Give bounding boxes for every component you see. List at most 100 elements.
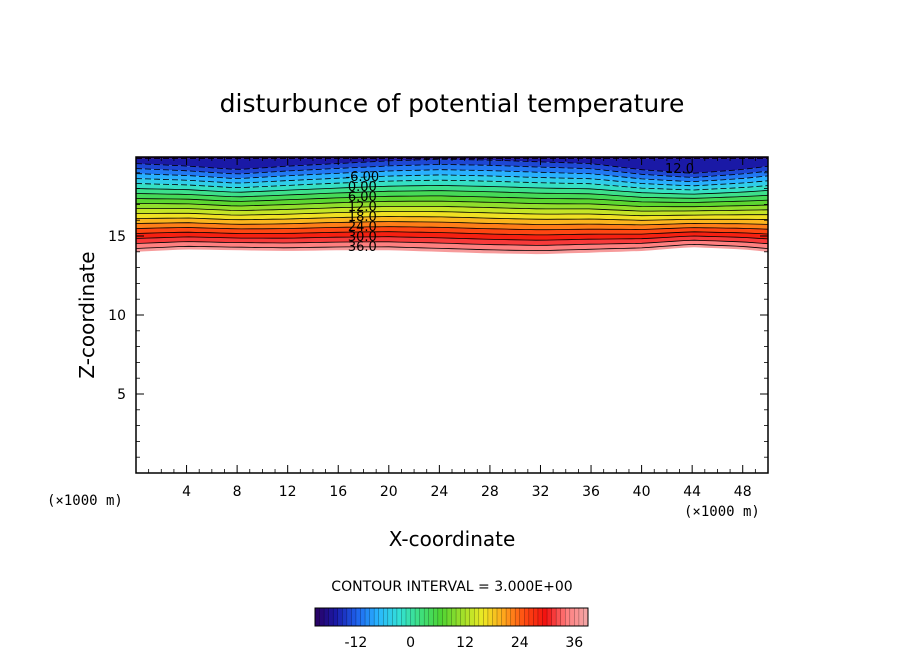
x-tick-label: 4 xyxy=(182,484,191,500)
colorbar-swatch xyxy=(446,608,452,626)
colorbar-tick-label: -12 xyxy=(344,635,367,651)
colorbar-swatch xyxy=(465,608,471,626)
colorbar-swatch xyxy=(392,608,398,626)
colorbar-swatch xyxy=(378,608,384,626)
contour-line xyxy=(135,179,769,191)
contour-line xyxy=(135,221,769,226)
colorbar-swatch xyxy=(487,608,493,626)
colorbar-swatch xyxy=(501,608,507,626)
colorbar-tick-label: 12 xyxy=(456,635,474,651)
colorbar-swatch xyxy=(565,608,571,626)
colorbar-swatch xyxy=(383,608,389,626)
colorbar-swatch xyxy=(528,608,534,626)
colorbar-swatch xyxy=(328,608,334,626)
x-tick-label: 8 xyxy=(233,484,242,500)
contour-line xyxy=(135,243,769,252)
x-axis-unit-right: (×1000 m) xyxy=(684,504,760,520)
colorbar-swatch xyxy=(410,608,416,626)
x-axis-ticks: 4 8 12 16 20 24 28 32 36 40 44 48 xyxy=(148,157,756,500)
colorbar-swatch xyxy=(424,608,430,626)
x-tick-label: 32 xyxy=(532,484,550,500)
colorbar-swatch xyxy=(387,608,393,626)
contour-line xyxy=(136,205,769,212)
colorbar-tick-label: 36 xyxy=(565,635,583,651)
contour-band xyxy=(136,164,768,182)
contour-band xyxy=(136,174,768,190)
colorbar-swatch xyxy=(351,608,357,626)
colorbar-swatch xyxy=(396,608,402,626)
contour-band xyxy=(136,244,768,255)
colorbar xyxy=(314,607,589,627)
colorbar-swatch xyxy=(556,608,562,626)
colorbar-swatch xyxy=(451,608,457,626)
colorbar-swatch xyxy=(497,608,502,626)
contour-line xyxy=(135,239,769,246)
colorbar-swatch xyxy=(537,608,543,626)
colorbar-swatch xyxy=(456,608,461,626)
colorbar-swatch xyxy=(365,608,370,626)
contour-label: -6.00 xyxy=(345,170,379,185)
x-axis-label: X-coordinate xyxy=(389,527,516,551)
colorbar-swatch xyxy=(515,608,521,626)
x-tick-label: 28 xyxy=(481,484,499,500)
colorbar-swatch xyxy=(428,608,434,626)
contour-label: 12.0 xyxy=(348,200,377,215)
contour-line xyxy=(135,235,769,241)
contour-band xyxy=(136,201,768,212)
x-tick-label: 48 xyxy=(734,484,752,500)
colorbar-swatch xyxy=(406,608,411,626)
y-tick-label: 5 xyxy=(117,387,126,403)
contour-band xyxy=(136,180,768,195)
colorbar-swatch xyxy=(469,608,475,626)
contour-band xyxy=(136,206,768,216)
colorbar-frame xyxy=(314,607,589,627)
contour-line xyxy=(135,195,769,203)
contour-label: 12.0 xyxy=(665,162,694,177)
colorbar-swatch xyxy=(419,608,425,626)
contour-line xyxy=(135,163,769,178)
colorbar-swatch xyxy=(342,608,348,626)
colorbar-swatch xyxy=(547,608,552,626)
colorbar-swatch xyxy=(483,608,489,626)
x-tick-label: 12 xyxy=(279,484,297,500)
contour-band xyxy=(136,211,768,221)
colorbar-swatch xyxy=(333,608,339,626)
colorbar-swatch xyxy=(542,608,548,626)
contour-line xyxy=(135,169,769,183)
colorbar-swatch xyxy=(355,608,361,626)
colorbar-swatch xyxy=(551,608,557,626)
colorbar-swatch xyxy=(492,608,498,626)
contour-line xyxy=(135,184,769,195)
contour-band xyxy=(136,240,768,251)
colorbar-swatch xyxy=(324,608,330,626)
contour-band xyxy=(136,169,768,186)
colorbar-swatch xyxy=(524,608,530,626)
colorbar-swatch xyxy=(533,608,539,626)
colorbar-swatch xyxy=(442,608,448,626)
chart-title: disturbunce of potential temperature xyxy=(220,89,685,118)
colorbar-swatch xyxy=(506,608,512,626)
colorbar-swatch xyxy=(560,608,566,626)
colorbar-swatch xyxy=(346,608,352,626)
contour-line xyxy=(135,200,769,208)
contour-label: 36.0 xyxy=(348,240,377,255)
colorbar-swatch xyxy=(360,608,366,626)
colorbar-swatch xyxy=(460,608,466,626)
colorbar-swatch xyxy=(369,608,375,626)
contour-line xyxy=(135,216,769,221)
x-axis-unit-left: (×1000 m) xyxy=(47,493,123,509)
colorbar-swatch xyxy=(474,608,480,626)
contour-band xyxy=(136,190,768,203)
contour-line xyxy=(135,174,769,187)
contour-label: 18.0 xyxy=(348,210,377,225)
y-tick-label: 10 xyxy=(108,308,126,324)
colorbar-swatch xyxy=(478,608,484,626)
colorbar-swatch xyxy=(401,608,407,626)
colorbar-tick-labels: -12 0 12 24 36 xyxy=(344,635,583,651)
y-axis-label: Z-coordinate xyxy=(75,251,99,378)
contour-label: 24.0 xyxy=(348,220,377,235)
y-axis-ticks: 5 10 15 xyxy=(108,172,768,458)
